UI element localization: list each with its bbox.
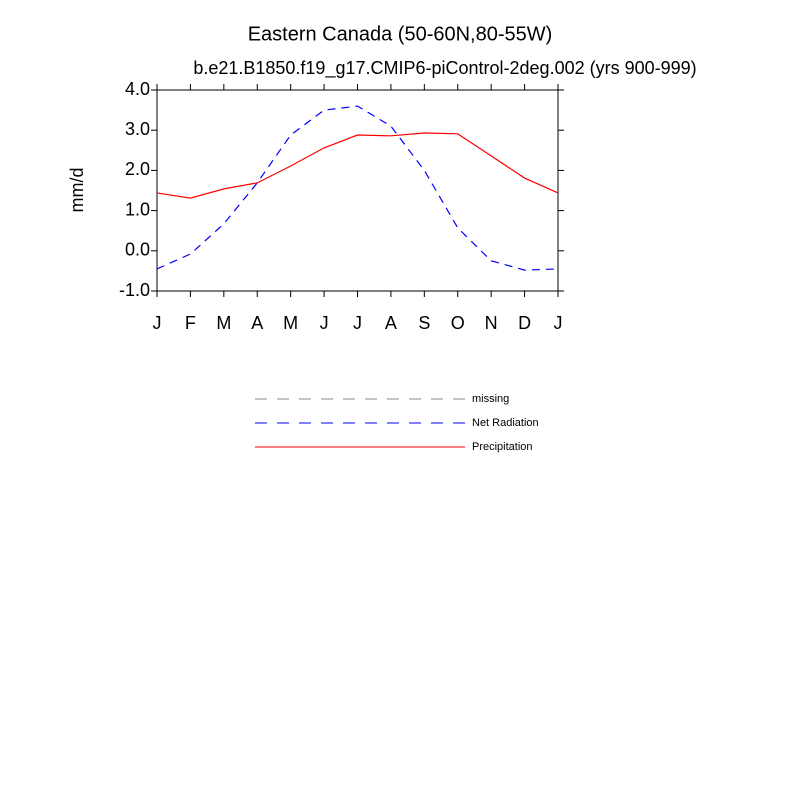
x-tick-label: O [451,313,465,333]
x-tick-label: J [153,313,162,333]
x-tick-label: N [485,313,498,333]
legend-label: Net Radiation [472,417,539,429]
x-tick-label: M [283,313,298,333]
y-axis-label: mm/d [67,168,87,213]
y-tick-label: -1.0 [119,280,150,300]
chart-title: Eastern Canada (50-60N,80-55W) [248,23,553,45]
chart-subtitle: b.e21.B1850.f19_g17.CMIP6-piControl-2deg… [193,58,696,79]
legend-label: missing [472,393,509,405]
y-tick-label: 0.0 [125,240,150,260]
x-tick-label: J [353,313,362,333]
x-tick-label: J [320,313,329,333]
y-tick-label: 3.0 [125,119,150,139]
x-tick-label: A [251,313,263,333]
y-tick-label: 4.0 [125,79,150,99]
x-tick-label: F [185,313,196,333]
y-tick-label: 2.0 [125,159,150,179]
x-tick-label: D [518,313,531,333]
y-tick-label: 1.0 [125,199,150,219]
x-tick-label: J [554,313,563,333]
series-line [156,132,559,199]
legend-label: Precipitation [472,441,533,453]
x-tick-label: S [418,313,430,333]
x-tick-label: M [216,313,231,333]
series-line [156,105,559,271]
x-tick-label: A [385,313,397,333]
